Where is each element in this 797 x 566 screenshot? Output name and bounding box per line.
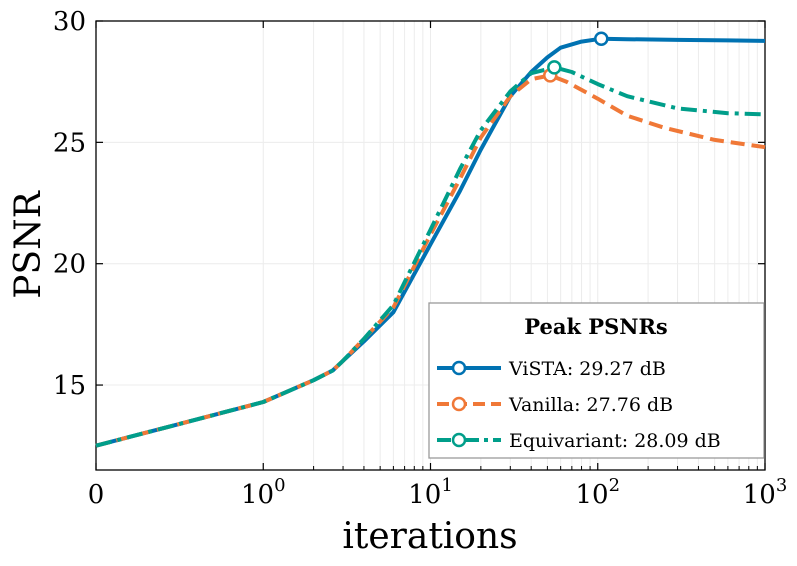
x-tick-label: 0 [88, 480, 105, 510]
series-line-equivariant [95, 65, 766, 448]
x-tick-label: 103 [743, 475, 788, 510]
legend: Peak PSNRs ViSTA: 29.27 dB Vanilla: 27.76… [428, 302, 765, 459]
y-axis-label: PSNR [8, 190, 49, 298]
legend-marker-vanilla [451, 396, 467, 412]
x-tick-label: 102 [575, 475, 620, 510]
x-tick-label: 101 [408, 475, 453, 510]
y-tick-label: 25 [53, 128, 86, 158]
x-axis-label: iterations [342, 516, 517, 557]
legend-label-vista: ViSTA: 29.27 dB [508, 358, 666, 380]
y-tick-label: 15 [53, 371, 86, 401]
legend-box [428, 302, 765, 459]
legend-marker-equivariant [451, 432, 467, 448]
axis-ticks: 0 100 101 102 103 15 20 25 30 [53, 7, 787, 510]
legend-label-equivariant: Equivariant: 28.09 dB [509, 430, 721, 452]
peak-marker-vista [594, 31, 609, 46]
series-layer [95, 31, 766, 448]
legend-title: Peak PSNRs [524, 314, 667, 339]
legend-marker-vista [451, 360, 467, 376]
x-tick-label: 100 [241, 475, 286, 510]
peak-marker-equivariant [547, 60, 562, 75]
legend-label-vanilla: Vanilla: 27.76 dB [508, 394, 673, 416]
y-tick-label: 30 [53, 7, 86, 37]
y-tick-label: 20 [53, 250, 86, 280]
